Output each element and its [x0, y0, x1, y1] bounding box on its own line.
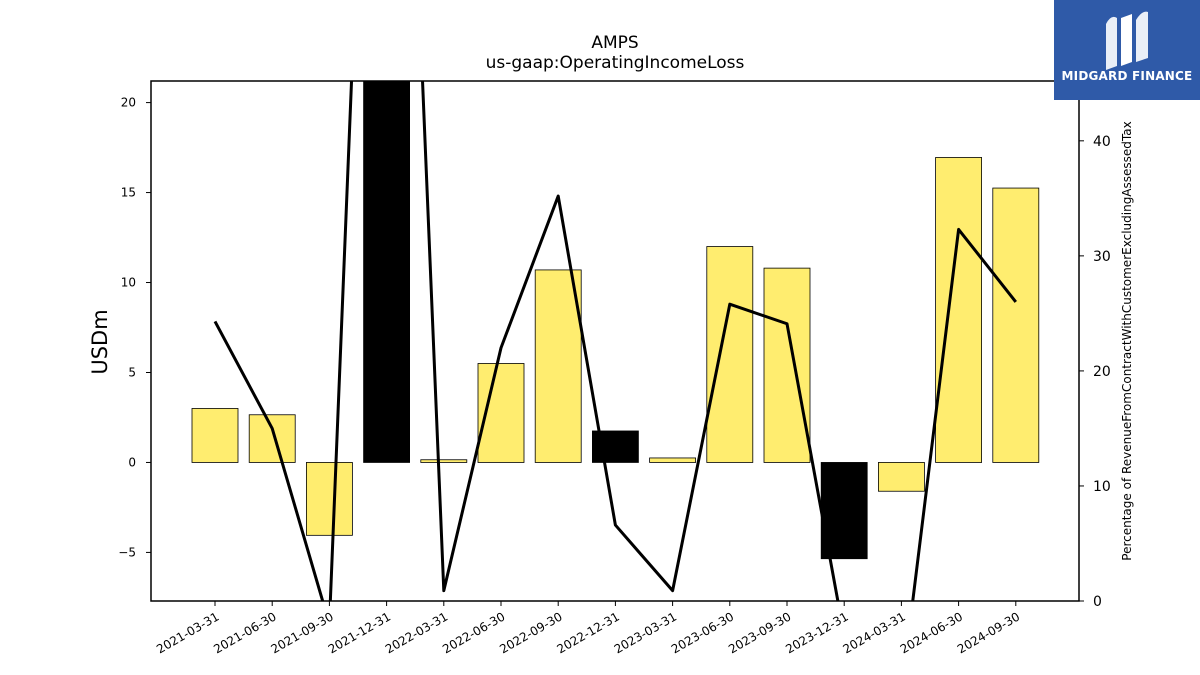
bar-2021-09-30: [305, 462, 353, 536]
y2-tick-label: 20: [1093, 364, 1111, 380]
bar-series: [191, 81, 1040, 560]
x-tick-label: 2022-03-31: [383, 609, 450, 656]
y-tick-label: 5: [128, 365, 136, 379]
y-tick-label: −5: [118, 545, 136, 559]
bar-2023-03-31: [649, 457, 696, 463]
bar-2022-09-30: [534, 269, 582, 463]
x-tick-label: 2024-06-30: [898, 609, 965, 656]
left-axis-ticks: −5 0 5 10 15 20: [118, 96, 151, 559]
brand-logo: MIDGARD FINANCE: [1054, 0, 1200, 100]
bar-2022-03-31: [420, 459, 468, 463]
y2-tick-label: 40: [1093, 134, 1111, 150]
y2-tick-label: 30: [1093, 249, 1111, 265]
chart-title: AMPS: [591, 33, 638, 53]
y2-tick-label: 10: [1093, 479, 1111, 495]
y-tick-label: 10: [121, 276, 136, 290]
x-tick-label: 2023-06-30: [669, 609, 736, 656]
x-tick-label: 2023-03-31: [612, 609, 679, 656]
y-tick-label: 15: [121, 186, 136, 200]
x-tick-label: 2021-03-31: [154, 609, 221, 656]
bar-2023-06-30: [706, 246, 754, 463]
x-tick-label: 2022-12-31: [554, 609, 621, 656]
y2-tick-label: 0: [1093, 594, 1102, 610]
bar-2021-12-31: [363, 81, 411, 463]
y-axis-label: USDm: [88, 309, 112, 374]
bar-2021-06-30: [248, 414, 296, 463]
x-tick-label: 2021-09-30: [268, 609, 335, 656]
bar-2024-06-30: [935, 157, 982, 463]
x-axis-ticks: 2021-03-312021-06-302021-09-302021-12-31…: [154, 601, 1022, 656]
x-tick-label: 2024-03-31: [840, 609, 907, 656]
bar-2021-03-31: [191, 408, 239, 463]
right-axis-ticks: 0 10 20 30 40: [1079, 134, 1111, 610]
x-tick-label: 2023-09-30: [726, 609, 793, 656]
ratio-line: [213, 81, 1017, 601]
bar-2023-12-31: [820, 462, 868, 560]
brand-name: MIDGARD FINANCE: [1061, 69, 1193, 83]
bar-2024-09-30: [992, 187, 1040, 463]
chart-subtitle: us-gaap:OperatingIncomeLoss: [486, 53, 745, 73]
brand-mark-icon: [1106, 11, 1148, 70]
x-tick-label: 2023-12-31: [783, 609, 850, 656]
y-tick-label: 20: [121, 96, 136, 110]
x-tick-label: 2024-09-30: [955, 609, 1022, 656]
x-tick-label: 2021-06-30: [211, 609, 278, 656]
bar-2023-09-30: [763, 267, 811, 463]
x-tick-label: 2022-06-30: [440, 609, 507, 656]
y2-axis-label: Percentage of RevenueFromContractWithCus…: [1120, 121, 1134, 560]
bar-2024-03-31: [878, 462, 925, 492]
x-tick-label: 2021-12-31: [326, 609, 393, 656]
x-tick-label: 2022-09-30: [497, 609, 564, 656]
y-tick-label: 0: [128, 455, 136, 469]
